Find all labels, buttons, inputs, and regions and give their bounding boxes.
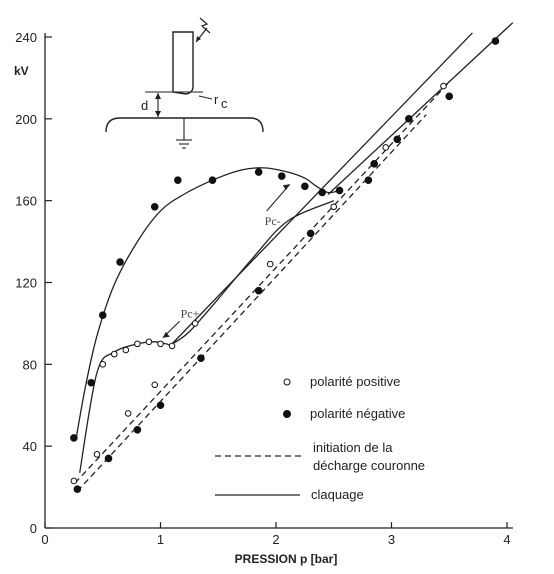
point-negative xyxy=(156,401,165,410)
point-negative xyxy=(445,92,454,101)
point-positive xyxy=(151,381,159,389)
gap-label: d xyxy=(141,98,148,113)
point-positive xyxy=(382,144,390,151)
point-negative xyxy=(98,311,107,320)
point-negative xyxy=(174,176,182,185)
point-negative xyxy=(491,37,500,45)
curve-initiation-negative xyxy=(76,114,427,492)
y-tick-label: 40 xyxy=(23,439,37,454)
curve-positive-corona xyxy=(79,200,335,473)
point-positive xyxy=(266,260,274,268)
point-positive xyxy=(440,82,447,90)
radius-pointer xyxy=(198,95,213,100)
legend-symbol-positive xyxy=(283,378,291,386)
y-tick-label: 200 xyxy=(15,112,37,127)
annotations: Pc+ Pc- xyxy=(162,183,291,339)
point-positive xyxy=(122,346,130,354)
point-negative xyxy=(318,188,327,197)
legend-label-initiation-line2: décharge couronne xyxy=(313,458,425,473)
y-tick-label: 80 xyxy=(23,357,37,372)
point-negative xyxy=(87,378,95,387)
point-negative xyxy=(104,454,113,463)
point-positive xyxy=(70,477,78,485)
point-negative xyxy=(306,229,315,238)
x-tick-label: 3 xyxy=(388,532,395,547)
point-negative xyxy=(73,485,82,493)
legend-label-initiation-line1: initiation de la xyxy=(313,440,393,455)
point-negative xyxy=(393,135,402,144)
point-negative xyxy=(405,115,413,123)
curves xyxy=(74,22,514,492)
radius-label: r xyxy=(214,92,219,107)
curve-claquage-positive xyxy=(171,32,473,345)
point-negative xyxy=(133,426,142,434)
point-positive xyxy=(111,350,118,358)
y-tick-label: 0 xyxy=(30,521,37,536)
legend-label-positive: polarité positive xyxy=(310,374,400,389)
point-negative xyxy=(254,286,263,295)
point-positive xyxy=(191,320,199,327)
y-axis-label: kV xyxy=(14,64,29,78)
points xyxy=(70,37,500,493)
annotation-pc-positive: Pc+ xyxy=(181,306,200,320)
point-negative xyxy=(301,182,309,191)
point-positive xyxy=(145,338,153,346)
legend: polarité positive polarité négative initia… xyxy=(215,374,425,502)
point-positive xyxy=(157,340,164,348)
y-tick-label: 240 xyxy=(15,30,37,45)
gap-arrowhead-top xyxy=(155,93,161,99)
electrode-rod xyxy=(172,31,194,95)
point-negative xyxy=(254,168,263,176)
plane-electrode xyxy=(105,117,264,133)
radius-subscript: c xyxy=(221,96,228,111)
point-negative xyxy=(335,186,344,195)
point-positive xyxy=(99,361,107,368)
x-tick-label: 4 xyxy=(503,532,510,547)
point-negative xyxy=(197,354,205,362)
curve-negative-corona xyxy=(75,167,340,439)
arrowhead-pc-negative xyxy=(282,184,290,191)
point-negative xyxy=(116,258,124,266)
point-negative xyxy=(150,203,159,211)
point-negative xyxy=(370,160,378,168)
point-positive xyxy=(168,342,176,350)
arrowhead-pc-positive xyxy=(162,331,170,338)
point-positive xyxy=(134,340,141,348)
point-positive xyxy=(93,451,101,458)
gap-arrowhead-bottom xyxy=(155,111,161,117)
legend-symbol-negative xyxy=(283,410,291,418)
legend-label-claquage: claquage xyxy=(311,487,364,502)
lightning-arrowhead xyxy=(196,36,201,42)
legend-label-negative: polarité négative xyxy=(310,406,405,421)
y-tick-label: 120 xyxy=(15,276,37,291)
point-negative xyxy=(364,176,373,185)
y-tick-label: 160 xyxy=(15,194,37,209)
curve-claquage-negative xyxy=(327,22,514,196)
x-tick-label: 2 xyxy=(272,532,279,547)
point-negative xyxy=(208,176,217,185)
x-axis-label: PRESSION p [bar] xyxy=(235,552,338,566)
x-tick-label: 0 xyxy=(41,532,48,547)
curve-initiation-positive xyxy=(74,81,450,484)
annotation-pc-negative: Pc- xyxy=(265,214,281,228)
x-tick-label: 1 xyxy=(157,532,164,547)
point-positive xyxy=(330,203,338,211)
point-positive xyxy=(124,410,132,417)
point-negative xyxy=(70,434,78,442)
point-negative xyxy=(277,172,286,180)
